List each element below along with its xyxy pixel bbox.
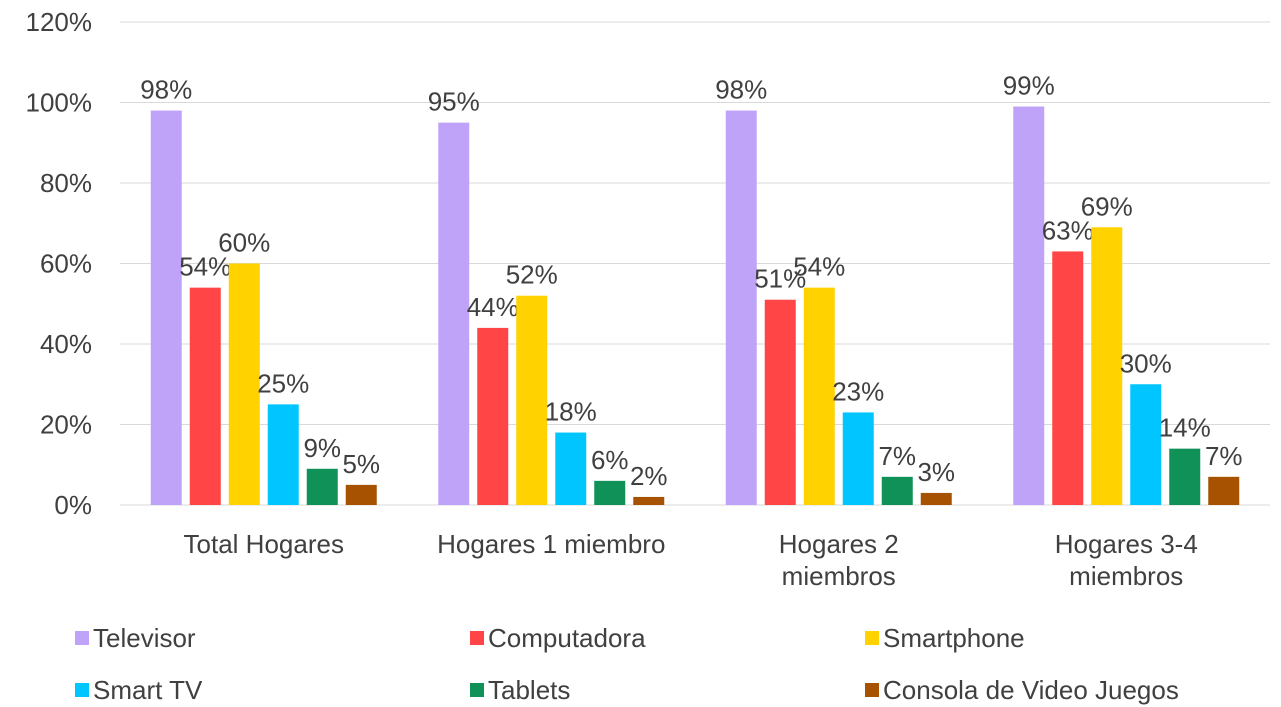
bar [516, 295, 548, 505]
data-label: 60% [218, 228, 270, 258]
data-label: 95% [428, 87, 480, 117]
legend-swatch [75, 683, 89, 697]
data-label: 3% [917, 457, 955, 487]
data-label: 54% [793, 252, 845, 282]
bar [228, 263, 260, 505]
data-label: 14% [1159, 413, 1211, 443]
data-label: 98% [715, 75, 767, 105]
bar [345, 484, 377, 505]
bar [1130, 384, 1162, 505]
bar [477, 327, 509, 505]
bar [920, 492, 952, 505]
bar [1091, 227, 1123, 505]
bar [267, 404, 299, 505]
y-tick-label: 80% [40, 168, 92, 198]
data-label: 30% [1120, 348, 1172, 378]
bar [725, 110, 757, 506]
data-label: 7% [1205, 441, 1243, 471]
legend-swatch [865, 683, 879, 697]
bar [306, 468, 338, 505]
y-tick-label: 100% [26, 88, 93, 118]
y-tick-label: 40% [40, 329, 92, 359]
x-tick-label: Hogares 1 miembro [437, 529, 666, 559]
data-label: 6% [591, 445, 629, 475]
bar [1052, 251, 1084, 505]
bar [881, 476, 913, 505]
data-label: 18% [545, 397, 597, 427]
data-label: 25% [257, 368, 309, 398]
bar [764, 299, 796, 505]
data-label: 2% [630, 461, 668, 491]
data-label: 44% [467, 292, 519, 322]
legend-swatch [470, 631, 484, 645]
bar [1013, 106, 1045, 506]
data-label: 98% [140, 75, 192, 105]
bar [1208, 476, 1240, 505]
data-label: 5% [342, 449, 380, 479]
y-tick-label: 0% [54, 490, 92, 520]
data-label: 52% [506, 260, 558, 290]
bar [803, 287, 835, 505]
bar [150, 110, 182, 506]
legend-swatch [470, 683, 484, 697]
x-tick-label: Hogares 2 miembros [778, 529, 899, 591]
y-tick-label: 120% [26, 7, 93, 37]
data-label: 63% [1042, 215, 1094, 245]
data-label: 9% [303, 433, 341, 463]
data-label: 7% [878, 441, 916, 471]
legend-label: Tablets [488, 675, 570, 705]
legend-label: Smart TV [93, 675, 203, 705]
data-label: 23% [832, 376, 884, 406]
legend-label: Televisor [93, 623, 196, 653]
bar [1169, 448, 1201, 505]
legend-swatch [865, 631, 879, 645]
bar [555, 432, 587, 505]
legend-swatch [75, 631, 89, 645]
y-tick-label: 60% [40, 249, 92, 279]
legend-label: Smartphone [883, 623, 1025, 653]
y-tick-label: 20% [40, 410, 92, 440]
data-label: 99% [1003, 71, 1055, 101]
bar [842, 412, 874, 505]
data-label: 51% [754, 264, 806, 294]
x-tick-label: Hogares 3-4 miembros [1054, 529, 1198, 591]
legend-label: Consola de Video Juegos [883, 675, 1179, 705]
legend-label: Computadora [488, 623, 646, 653]
bar [438, 122, 470, 505]
bar [594, 480, 626, 505]
data-label: 54% [179, 252, 231, 282]
bar [633, 496, 665, 505]
x-tick-label: Total Hogares [183, 529, 344, 559]
bar [189, 287, 221, 505]
data-label: 69% [1081, 191, 1133, 221]
